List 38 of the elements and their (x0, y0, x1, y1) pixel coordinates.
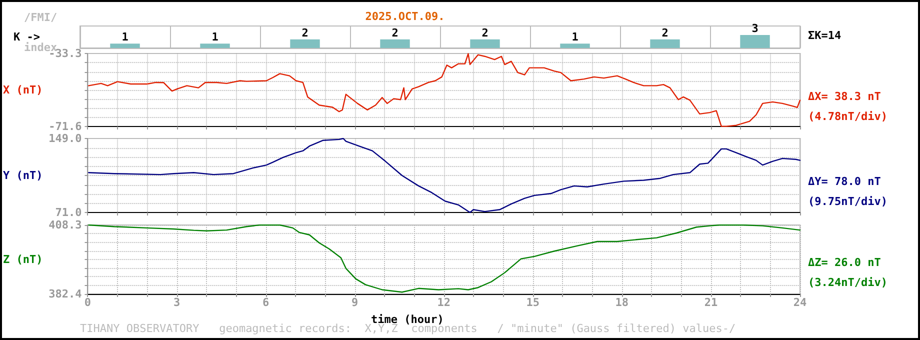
data-label: 1 (212, 30, 219, 44)
data-label: 2 (482, 26, 488, 40)
line-series (88, 53, 801, 127)
text: /FMI/ (24, 11, 58, 24)
data-label: 1 (572, 30, 579, 44)
line-series (88, 138, 801, 214)
data-label: 2 (662, 26, 668, 40)
chart-title: 2025.OCT.09. (365, 10, 445, 23)
y-axis-title: X (nT) (2, 84, 43, 96)
x-tick-label: 12 (437, 296, 450, 309)
x-tick-label: 3 (173, 296, 180, 309)
x-tick-label: 18 (615, 296, 629, 309)
x-tick-label: 0 (84, 296, 92, 309)
data-label: 1 (122, 30, 129, 44)
y-axis-title: K -> (14, 30, 40, 44)
y-tick-label: 149.0 (48, 132, 82, 145)
line-series (88, 224, 801, 293)
x-tick-label: 21 (704, 296, 718, 309)
data-label: 3 (752, 22, 758, 36)
y-axis-title: Z (nT) (2, 253, 43, 266)
x-tick-label: 6 (262, 296, 270, 309)
x-tick-label: 9 (352, 296, 358, 309)
text: (9.75nT/div) (808, 195, 888, 208)
text: ΣK=14 (808, 29, 842, 42)
y-tick-label: -71.6 (48, 120, 82, 133)
text: ΔY= 78.0 nT (808, 175, 882, 188)
x-tick-label: 15 (526, 296, 540, 309)
y-tick-label: 408.3 (48, 218, 82, 232)
text: (4.78nT/div) (808, 110, 888, 123)
data-label: 2 (302, 26, 308, 40)
text: (3.24nT/div) (808, 276, 888, 289)
y-tick-label: 382.4 (48, 288, 82, 300)
text: ΔX= 38.3 nT (808, 90, 882, 103)
x-tick-label: 24 (793, 296, 807, 309)
text: ΔZ= 26.0 nT (808, 256, 882, 269)
y-axis-title: Y (nT) (2, 169, 43, 182)
data-label: 2 (392, 26, 398, 40)
y-tick-label: 71.0 (55, 206, 82, 219)
